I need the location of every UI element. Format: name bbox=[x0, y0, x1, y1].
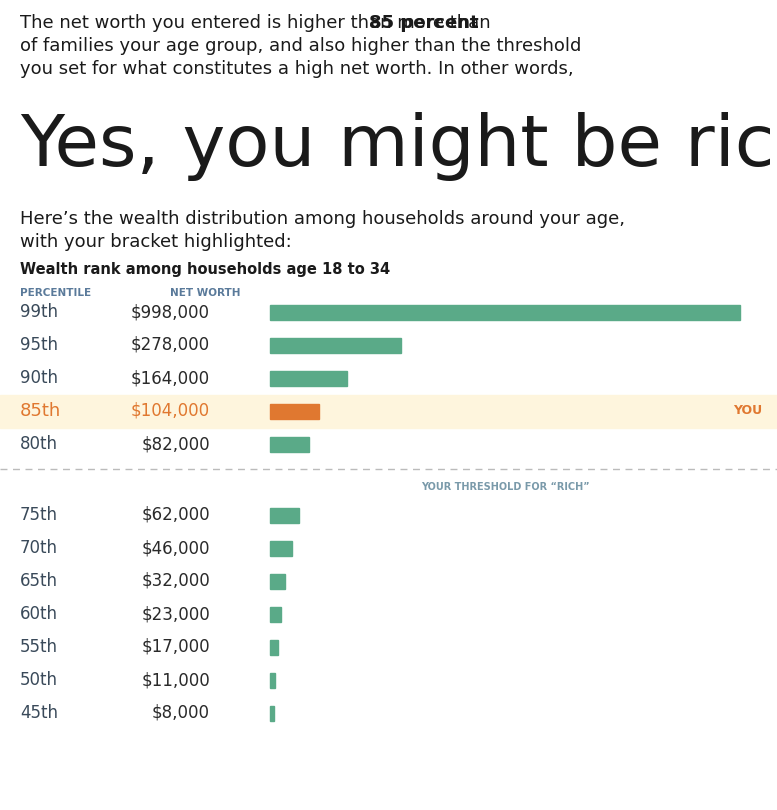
Bar bbox=[270, 540, 291, 556]
Text: $46,000: $46,000 bbox=[141, 539, 210, 557]
Bar bbox=[270, 640, 278, 654]
Bar bbox=[270, 508, 299, 522]
Text: $104,000: $104,000 bbox=[131, 402, 210, 420]
Text: 80th: 80th bbox=[20, 435, 58, 453]
Text: YOUR THRESHOLD FOR “RICH”: YOUR THRESHOLD FOR “RICH” bbox=[420, 483, 589, 492]
Text: $62,000: $62,000 bbox=[141, 506, 210, 524]
Text: Wealth rank among households age 18 to 34: Wealth rank among households age 18 to 3… bbox=[20, 262, 390, 277]
Text: with your bracket highlighted:: with your bracket highlighted: bbox=[20, 233, 291, 251]
Bar bbox=[0, 394, 777, 428]
Text: 85th: 85th bbox=[20, 402, 61, 420]
Text: Yes, you might be rich.: Yes, you might be rich. bbox=[20, 112, 777, 181]
Text: 70th: 70th bbox=[20, 539, 58, 557]
Bar bbox=[270, 370, 347, 386]
Text: 99th: 99th bbox=[20, 303, 58, 321]
Text: 90th: 90th bbox=[20, 369, 58, 387]
Text: 50th: 50th bbox=[20, 671, 58, 689]
Text: 75th: 75th bbox=[20, 506, 58, 524]
Text: PERCENTILE: PERCENTILE bbox=[20, 288, 91, 298]
Text: Here’s the wealth distribution among households around your age,: Here’s the wealth distribution among hou… bbox=[20, 210, 625, 228]
Text: 45th: 45th bbox=[20, 704, 58, 722]
Text: 55th: 55th bbox=[20, 638, 58, 656]
Text: $278,000: $278,000 bbox=[131, 336, 210, 354]
Text: YOU: YOU bbox=[733, 404, 762, 417]
Text: you set for what constitutes a high net worth. In other words,: you set for what constitutes a high net … bbox=[20, 60, 573, 78]
Text: $998,000: $998,000 bbox=[131, 303, 210, 321]
Bar bbox=[270, 573, 285, 589]
Bar bbox=[270, 672, 275, 688]
Text: 85 percent: 85 percent bbox=[369, 14, 479, 32]
Text: $23,000: $23,000 bbox=[141, 605, 210, 623]
Bar bbox=[270, 305, 740, 319]
Text: 65th: 65th bbox=[20, 572, 58, 590]
Text: The net worth you entered is higher than more than: The net worth you entered is higher than… bbox=[20, 14, 497, 32]
Text: 95th: 95th bbox=[20, 336, 58, 354]
Bar bbox=[270, 403, 319, 419]
Text: NET WORTH: NET WORTH bbox=[170, 288, 241, 298]
Text: $8,000: $8,000 bbox=[152, 704, 210, 722]
Text: $17,000: $17,000 bbox=[141, 638, 210, 656]
Bar bbox=[270, 706, 274, 721]
Text: of families your age group, and also higher than the threshold: of families your age group, and also hig… bbox=[20, 37, 581, 55]
Text: $32,000: $32,000 bbox=[141, 572, 210, 590]
Text: 60th: 60th bbox=[20, 605, 58, 623]
Bar bbox=[270, 338, 401, 352]
Bar bbox=[270, 607, 280, 621]
Bar bbox=[270, 437, 308, 451]
Text: $11,000: $11,000 bbox=[141, 671, 210, 689]
Text: $164,000: $164,000 bbox=[131, 369, 210, 387]
Text: $82,000: $82,000 bbox=[141, 435, 210, 453]
